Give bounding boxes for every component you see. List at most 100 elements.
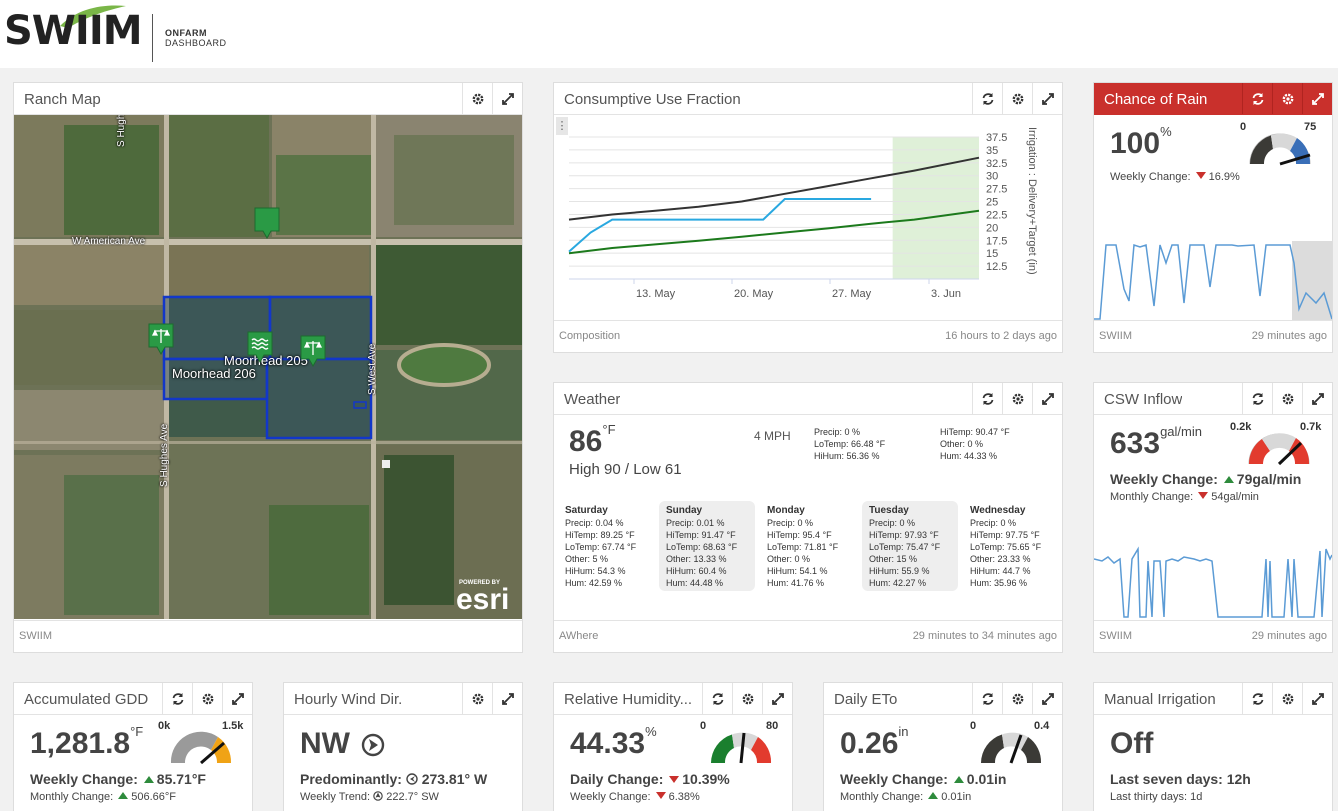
- weekly-trend: Weekly Trend: 222.7° SW: [300, 791, 439, 803]
- gauge-min-label: 0k: [158, 720, 171, 732]
- map-marker-icon[interactable]: [254, 207, 280, 239]
- y-tick-label: 37.5: [986, 132, 1007, 144]
- chart-menu-icon[interactable]: ⋮: [556, 117, 568, 135]
- widget-header: Chance of Rain: [1094, 83, 1332, 115]
- widget-header: Ranch Map: [14, 83, 522, 115]
- compass-icon: [361, 733, 385, 757]
- refresh-icon[interactable]: [1242, 383, 1272, 414]
- humidity-gauge: [711, 732, 772, 764]
- widget-header: Manual Irrigation: [1094, 683, 1332, 715]
- series-line-3: [568, 209, 980, 255]
- gauge-min-label: 0.2k: [1230, 421, 1252, 433]
- widget-title: Accumulated GDD: [24, 691, 149, 708]
- y-axis-label: Irrigation : Delivery+Target (in): [1026, 127, 1038, 275]
- expand-icon[interactable]: [1032, 83, 1062, 114]
- direction-icon: [373, 791, 383, 801]
- eto-value: 0.26in: [840, 724, 909, 760]
- rain-gauge: [1249, 133, 1311, 166]
- weekly-change: Weekly Change: 85.71°F: [30, 771, 206, 787]
- series-line-1: [568, 156, 980, 221]
- refresh-icon[interactable]: [972, 683, 1002, 714]
- csw-gauge: [1248, 433, 1310, 466]
- expand-icon[interactable]: [762, 683, 792, 714]
- y-tick-label: 15: [986, 248, 998, 260]
- widget-footer: SWIIM: [14, 620, 522, 652]
- weather-station-marker-icon[interactable]: [148, 323, 174, 355]
- expand-icon[interactable]: [1032, 683, 1062, 714]
- refresh-icon[interactable]: [972, 383, 1002, 414]
- high-low: High 90 / Low 61: [569, 461, 682, 478]
- widget-header: Relative Humidity...: [554, 683, 792, 715]
- widget-header: Consumptive Use Fraction: [554, 83, 1062, 115]
- gear-icon[interactable]: [462, 683, 492, 714]
- last-seven-days: Last seven days: 12h: [1110, 771, 1251, 787]
- widget-header: Daily ETo: [824, 683, 1062, 715]
- expand-icon[interactable]: [1302, 83, 1332, 114]
- refresh-icon[interactable]: [972, 83, 1002, 114]
- data-source: SWIIM: [19, 630, 52, 642]
- expand-icon[interactable]: [1302, 683, 1332, 714]
- water-meter-marker-icon[interactable]: [247, 331, 273, 363]
- logo-subtitle-onfarm: ONFARM: [165, 28, 207, 38]
- widget-title: Consumptive Use Fraction: [564, 91, 741, 108]
- manual-irrigation-widget: Manual Irrigation Off Last seven days: 1…: [1093, 682, 1333, 811]
- y-tick-label: 20: [986, 222, 998, 234]
- expand-icon[interactable]: [222, 683, 252, 714]
- current-details-col1: Precip: 0 % LoTemp: 66.48 °F HiHum: 56.36 …: [814, 427, 886, 461]
- refresh-icon[interactable]: [162, 683, 192, 714]
- rain-sparkline: [1094, 241, 1332, 321]
- gear-icon[interactable]: [1002, 83, 1032, 114]
- field-label-moorhead-205[interactable]: Moorhead 205: [224, 353, 308, 368]
- logo-text[interactable]: SWIIM: [4, 8, 142, 54]
- gear-icon[interactable]: [1272, 83, 1302, 114]
- gauge-min-label: 0: [700, 720, 707, 732]
- y-tick-label: 27.5: [986, 184, 1007, 196]
- expand-icon[interactable]: [492, 83, 522, 114]
- gear-icon[interactable]: [1272, 683, 1302, 714]
- gdd-gauge: [170, 731, 232, 765]
- field-label-moorhead-206[interactable]: Moorhead 206: [172, 366, 256, 381]
- gauge-min-label: 0: [970, 720, 977, 732]
- x-tick-label: 13. May: [636, 288, 676, 300]
- y-tick-label: 25: [986, 197, 998, 209]
- forecast-day: Saturday Precip: 0.04 % HiTemp: 89.25 °F L…: [565, 505, 637, 588]
- expand-icon[interactable]: [1032, 383, 1062, 414]
- data-timestamp: 29 minutes to 34 minutes ago: [912, 630, 1057, 642]
- expand-icon[interactable]: [492, 683, 522, 714]
- data-timestamp: 29 minutes ago: [1251, 630, 1327, 642]
- refresh-icon[interactable]: [1242, 683, 1272, 714]
- y-tick-label: 12.5: [986, 261, 1007, 273]
- gear-icon[interactable]: [1002, 383, 1032, 414]
- refresh-icon[interactable]: [1242, 83, 1272, 114]
- gear-icon[interactable]: [1002, 683, 1032, 714]
- widget-header: CSW Inflow: [1094, 383, 1332, 415]
- current-temp: 86°F: [569, 422, 616, 458]
- y-tick-label: 32.5: [986, 158, 1007, 170]
- satellite-map[interactable]: W American Ave S Hughes Ave S Hughes Ave…: [14, 115, 522, 619]
- data-timestamp: 29 minutes ago: [1251, 330, 1327, 342]
- gear-icon[interactable]: [462, 83, 492, 114]
- refresh-icon[interactable]: [702, 683, 732, 714]
- gear-icon[interactable]: [1272, 383, 1302, 414]
- x-tick-label: 3. Jun: [931, 288, 961, 300]
- predominant-direction: Predominantly: 273.81° W: [300, 771, 488, 787]
- widget-title: Relative Humidity...: [564, 691, 693, 708]
- gear-icon[interactable]: [192, 683, 222, 714]
- weekly-change: Weekly Change: 16.9%: [1110, 171, 1240, 183]
- y-tick-label: 30: [986, 171, 998, 183]
- data-source: SWIIM: [1099, 330, 1132, 342]
- widget-title: CSW Inflow: [1104, 391, 1183, 408]
- weather-station-marker-icon[interactable]: [300, 335, 326, 367]
- gauge-max-label: 0.7k: [1300, 421, 1322, 433]
- expand-icon[interactable]: [1302, 383, 1332, 414]
- y-tick-label: 17.5: [986, 235, 1007, 247]
- daily-eto-widget: Daily ETo 0.26in 0 0.4 Weekly Change: 0.…: [823, 682, 1063, 811]
- accumulated-gdd-widget: Accumulated GDD 1,281.8°F 0k 1.5k Weekly…: [13, 682, 253, 811]
- widget-title: Weather: [564, 391, 621, 408]
- gear-icon[interactable]: [732, 683, 762, 714]
- logo-leaf-icon: [60, 5, 126, 28]
- daily-change: Daily Change: 10.39%: [570, 771, 730, 787]
- wind-direction-value: NW: [300, 727, 350, 760]
- last-thirty-days: Last thirty days: 1d: [1110, 791, 1203, 803]
